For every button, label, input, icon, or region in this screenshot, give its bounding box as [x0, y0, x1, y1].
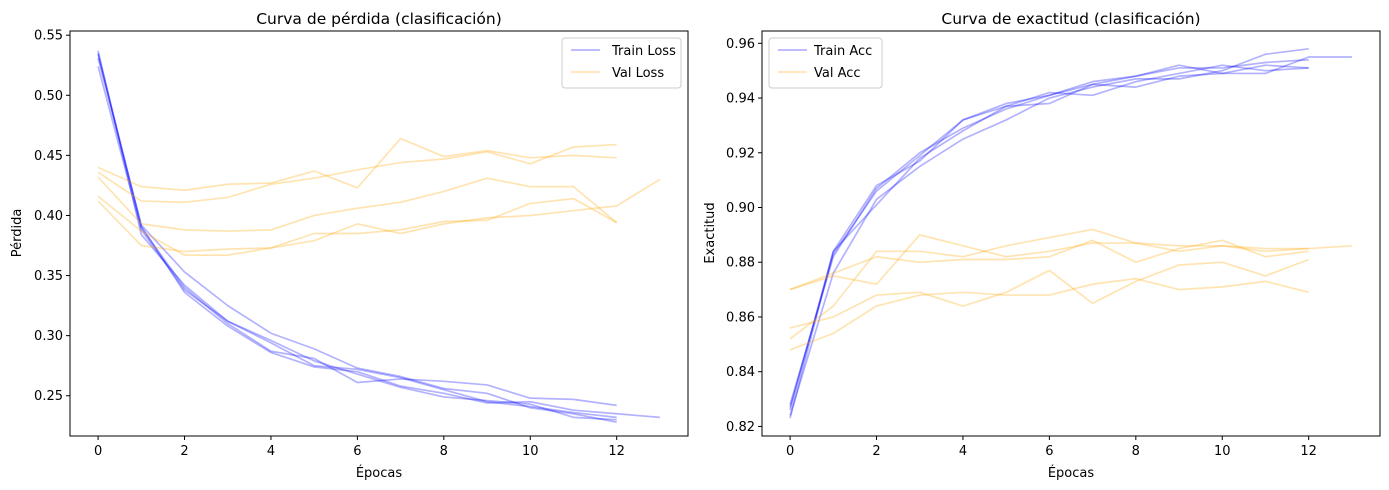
loss-legend-val-label: Val Loss	[612, 66, 664, 81]
accuracy-val-series-line	[789, 277, 1309, 351]
loss-train-series-line	[97, 53, 617, 407]
accuracy-val-series-line	[789, 228, 1352, 340]
accuracy-ytick-label: 0.90	[726, 201, 755, 216]
accuracy-chart-xlabel: Épocas	[1048, 465, 1095, 481]
accuracy-ytick-label: 0.88	[726, 256, 755, 271]
loss-val-series-line	[97, 137, 617, 192]
loss-chart: Curva de pérdida (clasificación) Épocas …	[10, 10, 689, 481]
loss-ytick-label: 0.35	[34, 269, 63, 284]
accuracy-xtick-label: 10	[1214, 444, 1231, 459]
loss-legend-box	[561, 37, 682, 89]
accuracy-xtick-label: 8	[1132, 444, 1140, 459]
loss-xtick-label: 4	[267, 444, 275, 459]
loss-ytick-label: 0.45	[34, 149, 63, 164]
accuracy-train-series-line	[789, 64, 1309, 408]
accuracy-ytick-label: 0.96	[726, 37, 755, 52]
loss-val-series-line	[97, 195, 618, 256]
loss-chart-title: Curva de pérdida (clasificación)	[256, 10, 502, 28]
loss-xtick-label: 12	[608, 444, 625, 459]
accuracy-val-series-line	[789, 258, 1309, 329]
accuracy-ytick-label: 0.84	[726, 365, 755, 380]
accuracy-ytick-label: 0.94	[726, 92, 755, 107]
accuracy-chart-title: Curva de exactitud (clasificación)	[941, 10, 1200, 28]
loss-val-series-line	[97, 178, 661, 253]
loss-train-series-line	[97, 57, 617, 424]
loss-xtick-label: 6	[353, 444, 361, 459]
loss-val-series-line	[97, 176, 618, 232]
accuracy-legend-box	[768, 37, 883, 89]
accuracy-train-series-line	[789, 58, 1309, 419]
loss-val-series-line	[97, 143, 617, 204]
accuracy-legend-val-label: Val Acc	[814, 66, 861, 81]
accuracy-xtick-label: 4	[959, 444, 967, 459]
accuracy-train-series-line	[789, 64, 1309, 411]
accuracy-xtick-label: 12	[1300, 444, 1317, 459]
loss-train-series-line	[97, 54, 660, 419]
loss-xtick-label: 10	[522, 444, 539, 459]
loss-chart-xlabel: Épocas	[356, 465, 403, 481]
accuracy-val-series-line	[789, 234, 1309, 291]
loss-ytick-label: 0.30	[34, 329, 63, 344]
loss-chart-ticks: 0 2 4 6 8 10 12 0.25 0.30 0.35 0.40 0.45 0.50 0.55	[34, 29, 625, 459]
accuracy-train-series-line	[789, 47, 1309, 416]
accuracy-chart-lines	[789, 47, 1352, 419]
loss-ytick-label: 0.50	[34, 89, 63, 104]
loss-train-series-line	[97, 66, 617, 421]
loss-xtick-label: 8	[440, 444, 448, 459]
loss-xtick-label: 2	[180, 444, 188, 459]
loss-legend-train-label: Train Loss	[611, 44, 676, 59]
accuracy-legend-train-label: Train Acc	[813, 44, 872, 59]
accuracy-chart-ticks: 0 2 4 6 8 10 12 0.82 0.84 0.86 0.88 0.90 0.92 0.94 0.9…	[726, 37, 1317, 459]
accuracy-chart: Curva de exactitud (clasificación) Época…	[703, 10, 1381, 481]
accuracy-ytick-label: 0.86	[726, 310, 755, 325]
accuracy-chart-legend: Train Acc Val Acc	[768, 37, 883, 89]
accuracy-ytick-label: 0.82	[726, 420, 755, 435]
loss-xtick-label: 0	[94, 444, 102, 459]
loss-train-series-line	[97, 50, 617, 419]
loss-ytick-label: 0.55	[34, 29, 63, 44]
accuracy-ytick-label: 0.92	[726, 146, 755, 161]
accuracy-chart-ylabel: Exactitud	[703, 202, 718, 263]
loss-chart-ylabel: Pérdida	[10, 209, 25, 258]
accuracy-val-series-line	[789, 239, 1309, 291]
loss-chart-frame	[69, 30, 689, 437]
loss-chart-lines	[97, 50, 661, 424]
loss-ytick-label: 0.40	[34, 209, 63, 224]
loss-chart-legend: Train Loss Val Loss	[561, 37, 682, 89]
accuracy-xtick-label: 6	[1045, 444, 1053, 459]
loss-ytick-label: 0.25	[34, 389, 63, 404]
accuracy-xtick-label: 0	[786, 444, 794, 459]
accuracy-train-series-line	[789, 56, 1352, 405]
accuracy-chart-frame	[761, 30, 1381, 437]
accuracy-xtick-label: 2	[872, 444, 880, 459]
